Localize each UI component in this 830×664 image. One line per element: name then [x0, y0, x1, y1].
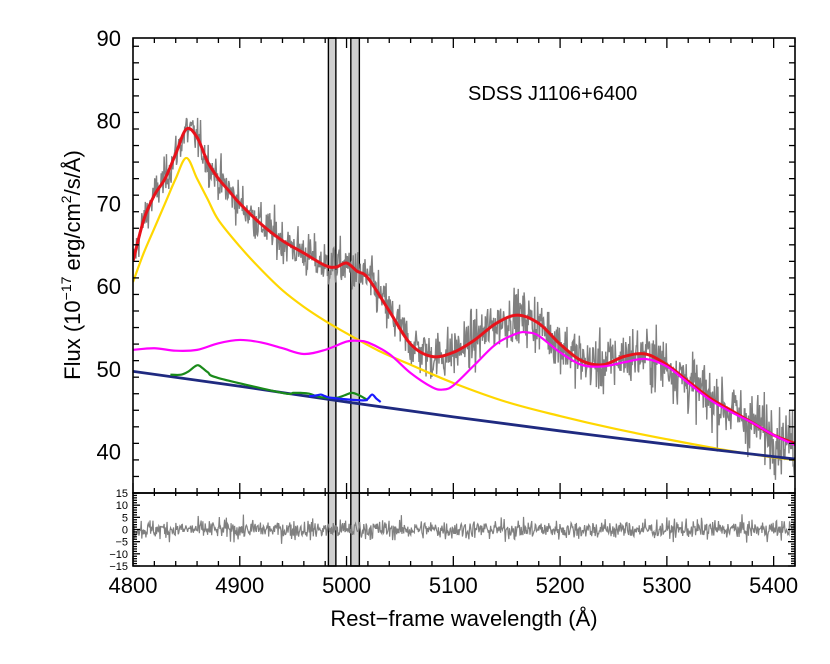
y-tick-label: 80: [97, 109, 121, 134]
series-residuals: [133, 514, 795, 544]
res-y-tick-label: 0: [122, 525, 128, 537]
series-total-model: [133, 126, 795, 445]
masked-region-2: [350, 37, 361, 567]
x-tick-label: 5300: [642, 573, 691, 598]
ylabel-exponent: −17: [58, 276, 74, 300]
y-tick-label: 40: [97, 440, 121, 465]
ylabel-middle: erg/cm: [60, 203, 85, 276]
ylabel-prefix: Flux (10: [60, 300, 85, 379]
x-tick-label: 5000: [322, 573, 371, 598]
series-powerlaw-hbeta: [133, 156, 795, 462]
x-axis-label: Rest−frame wavelength (Å): [330, 606, 597, 631]
y-tick-label: 70: [97, 191, 121, 216]
x-tick-label: 4800: [109, 573, 158, 598]
y-axis-label: Flux (10−17 erg/cm2/s/Å): [58, 150, 85, 380]
series-narrow-green: [170, 364, 369, 402]
y-tick-label: 90: [97, 26, 121, 51]
x-tick-label: 5100: [429, 573, 478, 598]
ylabel-suffix: /s/Å): [60, 150, 85, 195]
y-tick-label: 60: [97, 274, 121, 299]
object-name-annotation: SDSS J1106+6400: [468, 83, 637, 105]
y-tick-label: 50: [97, 357, 121, 382]
series-continuum: [133, 370, 795, 461]
res-y-tick-label: −5: [115, 537, 128, 549]
x-tick-label: 5400: [749, 573, 798, 598]
masked-region-1: [327, 37, 337, 567]
series-narrow-blue: [309, 393, 382, 403]
series-observed-spectrum: [133, 117, 795, 480]
res-y-tick-label: −15: [109, 561, 128, 573]
res-y-tick-label: −10: [109, 549, 128, 561]
x-tick-label: 4900: [215, 573, 264, 598]
res-y-tick-label: 5: [122, 512, 128, 524]
res-y-tick-label: 10: [116, 500, 128, 512]
res-y-tick-label: 15: [116, 488, 128, 500]
x-tick-label: 5200: [536, 573, 585, 598]
ylabel-exponent2: 2: [58, 195, 74, 203]
series-feii-template: [133, 330, 795, 447]
